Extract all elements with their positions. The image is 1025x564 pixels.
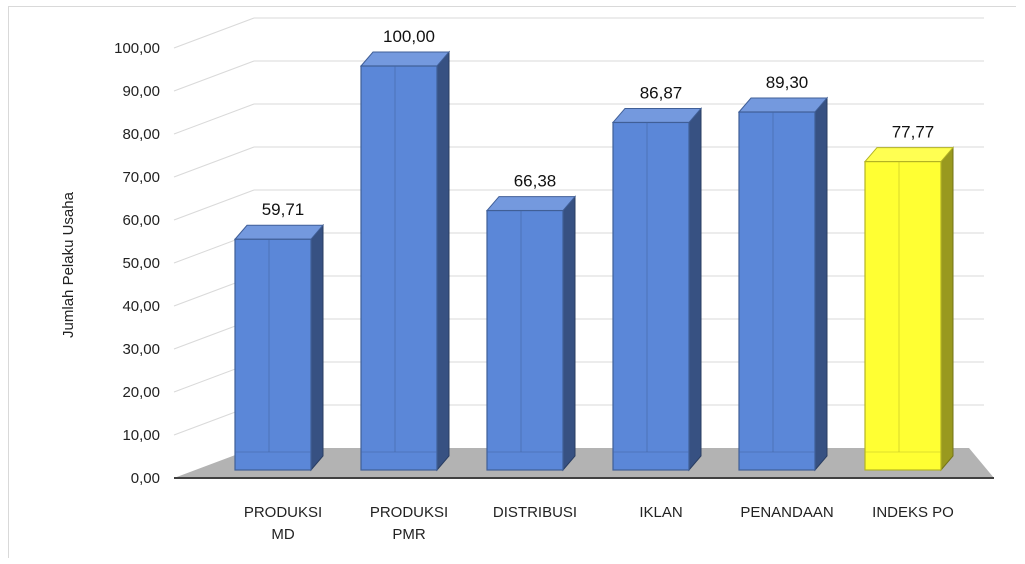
bar-2 (485, 195, 577, 472)
bar-1 (359, 50, 451, 472)
y-tick-label: 70,00 (122, 169, 160, 186)
bar-top-face (737, 97, 829, 113)
y-tick-label: 10,00 (122, 427, 160, 444)
y-tick-label: 90,00 (122, 83, 160, 100)
bar-side-face (940, 146, 954, 472)
x-tick-label: PRODUKSI (370, 504, 448, 521)
bar-top-face (611, 107, 703, 123)
y-tick-label: 40,00 (122, 298, 160, 315)
y-axis-ticks: 0,00 10,00 20,00 30,00 40,00 50,00 60,00 70,00 8… (114, 40, 160, 487)
bar-front-face (486, 209, 564, 471)
bar-side-face (814, 96, 828, 472)
y-axis-label: Jumlah Pelaku Usaha (60, 191, 77, 338)
y-tick-label: 60,00 (122, 212, 160, 229)
bar-5 (863, 146, 955, 472)
bar-4 (737, 96, 829, 472)
y-tick-label: 100,00 (114, 40, 160, 57)
x-tick-label: INDEKS PO (872, 504, 954, 521)
bar-chart: 0,00 10,00 20,00 30,00 40,00 50,00 60,00 70,00 8… (60, 17, 994, 543)
data-label: 77,77 (892, 123, 935, 142)
bar-top-face (233, 224, 325, 240)
data-label: 89,30 (766, 73, 809, 92)
y-tick-label: 30,00 (122, 341, 160, 358)
data-label: 66,38 (514, 172, 557, 191)
x-tick-label: DISTRIBUSI (493, 504, 577, 521)
x-tick-label: PRODUKSI (244, 504, 322, 521)
x-axis-labels: PRODUKSI MD PRODUKSI PMR DISTRIBUSI IKLAN PENA… (244, 504, 954, 543)
y-tick-label: 50,00 (122, 255, 160, 272)
gridline-diagonal (173, 146, 255, 178)
data-label: 59,71 (262, 200, 305, 219)
gridline-diagonal (173, 17, 255, 49)
data-label: 86,87 (640, 83, 683, 102)
bar-top-face (359, 51, 451, 67)
bar-side-face (310, 223, 324, 472)
chart-frame: 0,00 10,00 20,00 30,00 40,00 50,00 60,00 70,00 8… (8, 6, 1016, 558)
gridline-diagonal (173, 60, 255, 92)
bar-front-face (864, 160, 942, 471)
bar-top-face (485, 196, 577, 212)
y-tick-label: 80,00 (122, 126, 160, 143)
bars (233, 50, 955, 472)
bar-side-face (688, 107, 702, 472)
bar-front-face (360, 65, 438, 471)
bar-front-face (612, 121, 690, 471)
gridline-diagonal (173, 189, 255, 221)
data-labels: 59,71 100,00 66,38 86,87 89,30 77,77 (262, 27, 935, 219)
bar-0 (233, 223, 325, 472)
x-tick-label: PMR (392, 526, 426, 543)
gridline-diagonal (173, 103, 255, 135)
bar-top-face (863, 147, 955, 163)
bar-front-face (738, 111, 816, 471)
x-tick-label: IKLAN (639, 504, 682, 521)
bar-side-face (436, 50, 450, 472)
bar-3 (611, 107, 703, 472)
x-tick-label: PENANDAAN (740, 504, 833, 521)
x-tick-label: MD (271, 526, 294, 543)
data-label: 100,00 (383, 27, 435, 46)
bar-front-face (234, 238, 312, 471)
y-tick-label: 20,00 (122, 384, 160, 401)
y-tick-label: 0,00 (131, 470, 160, 487)
bar-side-face (562, 195, 576, 472)
